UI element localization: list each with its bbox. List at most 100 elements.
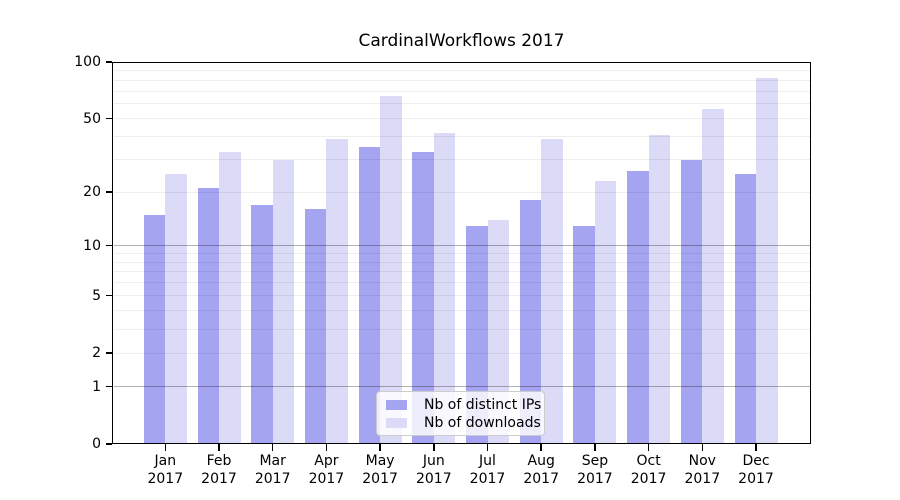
bar-nb-of-downloads-dec [756,78,778,444]
x-tick-year: 2017 [415,470,452,487]
minor-gridline-9 [113,252,810,254]
x-tick-month: Dec [742,453,770,469]
y-tick-label-2: 2 [92,345,101,362]
minor-gridline-30 [113,159,810,161]
minor-gridline-60 [113,103,810,105]
y-tick-2 [105,352,112,354]
bar-nb-of-downloads-may [380,95,402,444]
bar-nb-of-distinct-ips-dec [734,174,756,444]
x-tick-label-feb: Feb 2017 [191,453,247,488]
y-tick-label-100: 100 [74,54,101,70]
x-tick-label-mar: Mar 2017 [245,453,301,488]
legend-item-distinct-ips: Nb of distinct IPs [377,396,544,413]
x-tick-month: Oct [636,453,661,469]
y-tick-5 [105,294,112,297]
minor-gridline-8 [113,261,810,263]
legend-label-downloads: Nb of downloads [424,414,541,431]
minor-gridline-5 [113,295,810,297]
x-tick-month: Mar [259,453,286,469]
bar-nb-of-distinct-ips-may [358,147,381,444]
x-tick-month: Apr [314,453,339,469]
x-tick-label-may: May 2017 [352,453,408,488]
bar-nb-of-downloads-aug [541,138,563,444]
x-tick-aug [540,444,542,451]
x-tick-label-sep: Sep 2017 [567,453,623,488]
x-tick-feb [218,444,220,451]
x-tick-year: 2017 [630,470,667,487]
y-tick-label-10: 10 [83,237,101,254]
minor-gridline-7 [113,271,810,273]
bar-nb-of-distinct-ips-feb [197,188,219,444]
y-tick-label-5: 5 [92,287,101,304]
bar-nb-of-downloads-mar [272,159,295,444]
bar-nb-of-distinct-ips-nov [680,159,703,444]
major-gridline-1 [113,386,810,388]
x-tick-month: Sep [581,453,609,469]
bar-nb-of-downloads-jun [433,132,456,444]
legend: Nb of distinct IPs Nb of downloads [376,391,545,436]
x-tick-mar [271,444,274,451]
bar-nb-of-distinct-ips-apr [304,209,327,444]
x-tick-nov [701,444,704,451]
x-tick-year: 2017 [147,470,184,487]
bar-nb-of-distinct-ips-sep [573,225,595,444]
minor-gridline-4 [113,310,810,312]
major-gridline-10 [113,245,810,247]
y-tick-label-20: 20 [83,184,101,200]
minor-gridline-90 [113,70,810,72]
x-tick-jul [486,444,489,451]
legend-label-distinct-ips: Nb of distinct IPs [424,396,542,413]
minor-gridline-50 [113,118,810,120]
minor-gridline-6 [113,282,810,284]
chart-title: CardinalWorkflows 2017 [358,31,565,51]
x-tick-sep [594,444,596,451]
minor-gridline-2 [113,352,810,354]
y-tick-label-50: 50 [83,110,101,127]
x-tick-label-aug: Aug 2017 [513,453,569,488]
x-tick-month: Nov [688,453,716,469]
bar-nb-of-downloads-jan [165,174,187,444]
x-tick-year: 2017 [738,470,774,487]
y-tick-10 [105,244,112,247]
x-tick-month: May [365,453,395,469]
bar-nb-of-downloads-nov [702,109,724,444]
bar-nb-of-distinct-ips-oct [627,171,649,444]
bar-nb-of-distinct-ips-aug [519,200,542,444]
bar-nb-of-distinct-ips-jun [412,152,434,444]
x-tick-month: Jul [479,453,496,469]
x-tick-label-oct: Oct 2017 [621,453,677,488]
x-tick-month: Jun [422,453,445,469]
y-tick-0 [105,443,112,445]
bar-nb-of-distinct-ips-mar [251,204,273,444]
x-tick-label-jan: Jan 2017 [137,453,193,488]
legend-item-downloads: Nb of downloads [377,414,544,431]
bar-nb-of-downloads-sep [594,180,617,444]
bar-nb-of-distinct-ips-jul [466,225,488,444]
x-tick-label-nov: Nov 2017 [674,453,730,488]
x-tick-jun [433,444,435,451]
bar-nb-of-downloads-feb [219,152,241,444]
x-tick-month: Aug [527,453,555,469]
x-tick-oct [647,444,650,451]
legend-swatch-downloads [386,417,407,428]
bar-nb-of-downloads-apr [326,138,348,444]
x-tick-year: 2017 [254,470,291,487]
x-tick-year: 2017 [684,470,721,487]
x-tick-year: 2017 [201,470,237,487]
y-tick-1 [105,385,112,388]
minor-gridline-70 [113,90,810,92]
y-tick-20 [105,191,112,193]
x-tick-apr [325,444,328,451]
minor-gridline-3 [113,328,810,330]
x-tick-month: Feb [206,453,232,469]
minor-gridline-20 [113,191,810,193]
x-tick-label-apr: Apr 2017 [298,453,354,488]
x-tick-year: 2017 [362,470,398,487]
x-tick-label-jun: Jun 2017 [406,453,462,488]
x-tick-year: 2017 [577,470,613,487]
minor-gridline-80 [113,79,810,81]
y-tick-label-0: 0 [92,436,101,452]
x-tick-month: Jan [154,453,177,469]
x-tick-label-jul: Jul 2017 [460,453,516,488]
